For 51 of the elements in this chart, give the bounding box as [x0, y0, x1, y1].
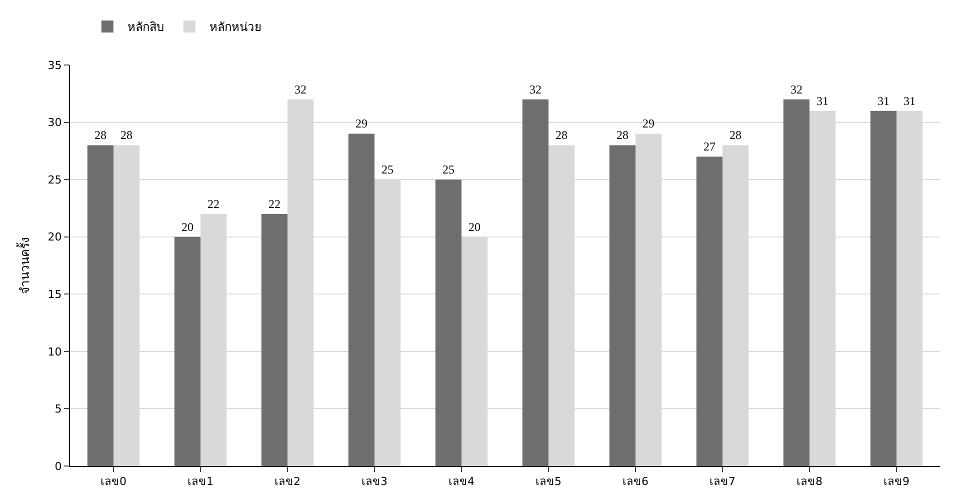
x-tick-label: เลข8 — [796, 475, 822, 488]
data-label: 31 — [877, 94, 890, 108]
x-tick-label: เลข6 — [622, 475, 648, 488]
y-tick-label: 10 — [48, 345, 62, 358]
data-label: 28 — [730, 128, 742, 142]
data-label: 25 — [382, 162, 394, 177]
y-tick-label: 25 — [48, 173, 62, 186]
bar — [783, 99, 810, 466]
data-label: 32 — [790, 82, 802, 96]
data-label: 32 — [294, 82, 307, 96]
x-tick-label: เลข7 — [710, 475, 736, 488]
bar — [696, 156, 722, 466]
x-tick-label: เลข3 — [362, 475, 388, 488]
data-label: 20 — [181, 220, 194, 234]
data-label: 28 — [616, 128, 628, 142]
data-label: 22 — [268, 196, 280, 211]
y-tick-label: 15 — [48, 288, 62, 301]
bar — [261, 214, 288, 466]
bar — [174, 236, 200, 466]
y-axis-title: จำนวนครั้ง — [16, 237, 32, 294]
data-label: 22 — [208, 196, 220, 211]
bar — [609, 145, 636, 466]
x-tick-label: เลข9 — [884, 475, 910, 488]
bar — [435, 180, 462, 466]
data-label: 25 — [442, 162, 454, 177]
bar — [348, 134, 374, 466]
data-label: 29 — [642, 116, 655, 131]
y-tick-label: 20 — [48, 230, 62, 244]
x-tick-label: เลข4 — [448, 475, 474, 488]
data-label: 20 — [468, 220, 481, 234]
legend-label: หลักสิบ — [127, 20, 164, 34]
data-label: 31 — [816, 94, 829, 108]
x-tick-label: เลข5 — [536, 475, 562, 488]
data-label: 32 — [529, 82, 542, 96]
data-label: 28 — [556, 128, 568, 142]
bar — [522, 99, 548, 466]
data-label: 28 — [94, 128, 106, 142]
legend-label: หลักหน่วย — [209, 20, 262, 34]
x-tick-label: เลข1 — [188, 475, 214, 488]
y-tick-label: 35 — [48, 58, 62, 72]
data-label: 28 — [120, 128, 133, 142]
data-label: 31 — [904, 94, 916, 108]
data-label: 27 — [703, 140, 716, 154]
y-tick-label: 5 — [54, 402, 62, 416]
bar — [870, 110, 896, 466]
y-tick-label: 30 — [48, 116, 62, 130]
x-tick-label: เลข2 — [274, 475, 300, 488]
data-label: 29 — [355, 116, 368, 131]
x-tick-label: เลข0 — [100, 475, 126, 488]
bar — [87, 145, 114, 466]
y-tick-label: 0 — [54, 460, 62, 473]
